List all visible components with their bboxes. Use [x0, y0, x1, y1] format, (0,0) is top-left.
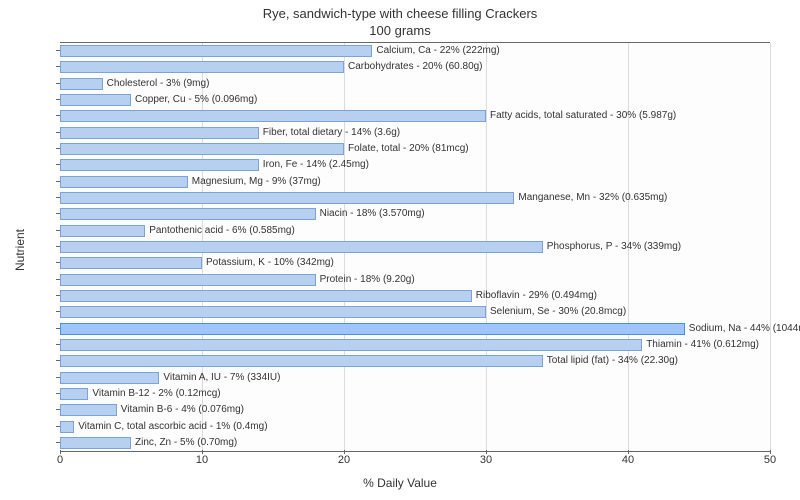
y-tick [56, 311, 60, 312]
y-tick [56, 393, 60, 394]
nutrient-bar-label: Total lipid (fat) - 34% (22.30g) [543, 355, 678, 367]
nutrient-bar-label: Zinc, Zn - 5% (0.70mg) [131, 437, 237, 449]
x-tick-label: 20 [338, 454, 350, 466]
nutrient-bar-label: Vitamin B-6 - 4% (0.076mg) [117, 404, 244, 416]
x-tick-label: 0 [57, 454, 63, 466]
nutrient-bar [60, 225, 145, 237]
y-tick [56, 360, 60, 361]
y-tick [56, 132, 60, 133]
y-tick [56, 262, 60, 263]
y-tick [56, 148, 60, 149]
nutrient-bar-label: Vitamin B-12 - 2% (0.12mcg) [88, 388, 220, 400]
nutrient-bar [60, 143, 344, 155]
nutrient-bar [60, 404, 117, 416]
chart-title: Rye, sandwich-type with cheese filling C… [0, 0, 800, 40]
nutrient-bar [60, 355, 543, 367]
nutrient-bar-label: Fiber, total dietary - 14% (3.6g) [259, 127, 400, 139]
nutrient-bar-chart: Rye, sandwich-type with cheese filling C… [0, 0, 800, 500]
nutrient-bar-label: Iron, Fe - 14% (2.45mg) [259, 159, 369, 171]
nutrient-bar-label: Folate, total - 20% (81mcg) [344, 143, 469, 155]
nutrient-bar [60, 339, 642, 351]
y-tick [56, 50, 60, 51]
nutrient-bar [60, 306, 486, 318]
nutrient-bar-label: Magnesium, Mg - 9% (37mg) [188, 176, 321, 188]
nutrient-bar-label: Copper, Cu - 5% (0.096mg) [131, 94, 257, 106]
nutrient-bar [60, 257, 202, 269]
nutrient-bar [60, 388, 88, 400]
nutrient-bar [60, 110, 486, 122]
nutrient-bar-label: Thiamin - 41% (0.612mg) [642, 339, 759, 351]
x-axis-label: % Daily Value [363, 476, 437, 490]
nutrient-bar [60, 78, 103, 90]
y-tick [56, 181, 60, 182]
plot-area: Calcium, Ca - 22% (222mg) Carbohydrates -… [60, 42, 770, 452]
y-tick [56, 164, 60, 165]
title-line-2: 100 grams [369, 23, 430, 38]
nutrient-bar-label: Riboflavin - 29% (0.494mg) [472, 290, 597, 302]
nutrient-bar [60, 274, 316, 286]
nutrient-bar [60, 127, 259, 139]
y-tick [56, 66, 60, 67]
y-tick [56, 328, 60, 329]
nutrient-bar [60, 159, 259, 171]
nutrient-bar [60, 241, 543, 253]
nutrient-bar-label: Calcium, Ca - 22% (222mg) [372, 45, 499, 57]
nutrient-bar-label: Phosphorus, P - 34% (339mg) [543, 241, 681, 253]
y-tick [56, 442, 60, 443]
x-tick-label: 30 [480, 454, 492, 466]
nutrient-bar-label: Manganese, Mn - 32% (0.635mg) [514, 192, 667, 204]
y-tick [56, 99, 60, 100]
nutrient-bar-label: Niacin - 18% (3.570mg) [316, 208, 425, 220]
y-tick [56, 197, 60, 198]
y-axis-label: Nutrient [13, 229, 27, 271]
nutrient-bar-label: Vitamin A, IU - 7% (334IU) [159, 372, 280, 384]
nutrient-bar [60, 94, 131, 106]
nutrient-bar-label: Carbohydrates - 20% (60.80g) [344, 61, 483, 73]
nutrient-bar-label: Selenium, Se - 30% (20.8mcg) [486, 306, 626, 318]
nutrient-bar [60, 421, 74, 433]
nutrient-bar-label: Protein - 18% (9.20g) [316, 274, 415, 286]
y-tick [56, 115, 60, 116]
y-tick [56, 83, 60, 84]
nutrient-bar [60, 176, 188, 188]
y-tick [56, 377, 60, 378]
y-tick [56, 279, 60, 280]
y-tick [56, 230, 60, 231]
y-tick [56, 213, 60, 214]
nutrient-bar-label: Pantothenic acid - 6% (0.585mg) [145, 225, 295, 237]
y-tick [56, 426, 60, 427]
x-tick-label: 40 [622, 454, 634, 466]
y-tick [56, 246, 60, 247]
nutrient-bar [60, 45, 372, 57]
x-tick-label: 50 [764, 454, 776, 466]
y-tick [56, 344, 60, 345]
gridline [770, 43, 771, 451]
nutrient-bar-label: Vitamin C, total ascorbic acid - 1% (0.4… [74, 421, 267, 433]
nutrient-bar-label: Potassium, K - 10% (342mg) [202, 257, 334, 269]
nutrient-bar-label: Fatty acids, total saturated - 30% (5.98… [486, 110, 676, 122]
y-tick [56, 409, 60, 410]
title-line-1: Rye, sandwich-type with cheese filling C… [263, 6, 538, 21]
nutrient-bar-label: Sodium, Na - 44% (1044mg) [685, 323, 800, 335]
nutrient-bar [60, 61, 344, 73]
nutrient-bar [60, 290, 472, 302]
nutrient-bar [60, 372, 159, 384]
x-tick-label: 10 [196, 454, 208, 466]
nutrient-bar [60, 437, 131, 449]
nutrient-bar-label: Cholesterol - 3% (9mg) [103, 78, 210, 90]
nutrient-bar [60, 192, 514, 204]
y-tick [56, 295, 60, 296]
nutrient-bar [60, 323, 685, 335]
nutrient-bar [60, 208, 316, 220]
